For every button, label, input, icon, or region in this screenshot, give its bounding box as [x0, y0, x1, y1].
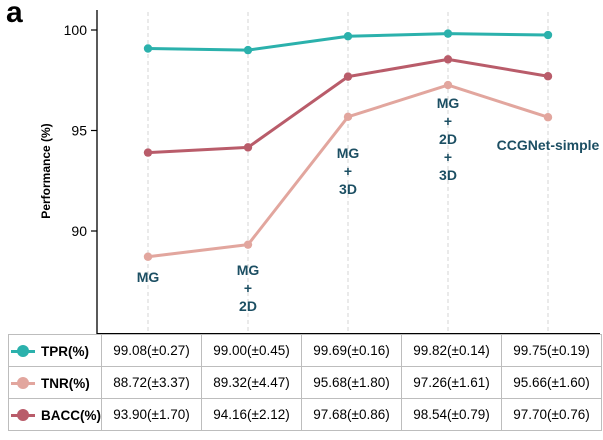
legend-marker-icon — [11, 408, 35, 421]
series-group — [143, 29, 553, 261]
data-point — [243, 45, 253, 55]
data-point — [443, 80, 453, 90]
legend-marker-icon — [11, 344, 35, 357]
table-cell: 99.75(±0.19) — [501, 334, 602, 367]
series-tpr — [143, 29, 553, 55]
data-point — [443, 55, 453, 64]
legend-cell: BACC(%) — [8, 398, 102, 431]
grid-lines — [147, 12, 549, 334]
table-cell: 99.08(±0.27) — [101, 334, 202, 367]
y-tick-label: 100 — [64, 22, 88, 38]
data-point — [143, 148, 153, 157]
legend-cell: TPR(%) — [8, 334, 102, 367]
condition-label: MG +2D +3D — [437, 95, 460, 183]
data-point — [543, 30, 553, 40]
table-cell: 99.69(±0.16) — [301, 334, 402, 367]
series-bacc — [143, 55, 553, 157]
condition-label: MG +3D — [337, 145, 360, 197]
data-point — [243, 240, 253, 249]
table-cell: 95.68(±1.80) — [301, 366, 402, 399]
table-cell: 93.90(±1.70) — [101, 398, 202, 431]
data-point — [143, 252, 153, 261]
data-point — [543, 113, 553, 122]
table-row: TPR(%) 99.08(±0.27) 99.00(±0.45) 99.69(±0.1… — [8, 334, 602, 367]
stats-table: TPR(%) 99.08(±0.27) 99.00(±0.45) 99.69(±0.1… — [8, 334, 602, 431]
table-cell: 98.54(±0.79) — [401, 398, 502, 431]
table-cell: 94.16(±2.12) — [201, 398, 302, 431]
y-tick-label: 90 — [71, 223, 87, 239]
table-cell: 99.00(±0.45) — [201, 334, 302, 367]
axes — [96, 10, 600, 334]
legend-marker-icon — [11, 376, 35, 389]
data-point — [343, 72, 353, 81]
panel-letter: a — [6, 0, 23, 29]
table-cell: 97.26(±1.61) — [401, 366, 502, 399]
table-cell: 97.68(±0.86) — [301, 398, 402, 431]
table-row: TNR(%) 88.72(±3.37) 89.32(±4.47) 95.68(±1.8… — [8, 366, 602, 399]
table-cell: 97.70(±0.76) — [501, 398, 602, 431]
series-tnr — [143, 80, 553, 261]
table-cell: 99.82(±0.14) — [401, 334, 502, 367]
condition-labels: MG MG +2D MG +3D MG +2D +3D CCGNet-simple — [137, 95, 600, 314]
data-point — [143, 44, 153, 53]
table-row: BACC(%) 93.90(±1.70) 94.16(±2.12) 97.68(±0.… — [8, 398, 602, 431]
data-point — [443, 29, 453, 38]
data-point — [243, 143, 253, 152]
data-point — [343, 112, 353, 122]
line-chart: 90 95 100 Performance (%) MG MG +2D MG +3D MG +2… — [39, 10, 600, 334]
y-tick-label: 95 — [71, 123, 87, 139]
legend-cell: TNR(%) — [8, 366, 102, 399]
data-point — [343, 32, 353, 41]
legend-label: TNR(%) — [41, 375, 90, 391]
table-cell: 95.66(±1.60) — [501, 366, 602, 399]
y-axis-label: Performance (%) — [39, 123, 53, 218]
table-cell: 89.32(±4.47) — [201, 366, 302, 399]
table-cell: 88.72(±3.37) — [101, 366, 202, 399]
y-ticks: 90 95 100 — [64, 22, 97, 239]
condition-label: MG +2D — [237, 262, 260, 314]
condition-label: CCGNet-simple — [497, 137, 600, 153]
legend-label: TPR(%) — [41, 343, 89, 359]
condition-label: MG — [137, 269, 160, 285]
legend-label: BACC(%) — [41, 407, 101, 423]
data-point — [543, 72, 553, 81]
